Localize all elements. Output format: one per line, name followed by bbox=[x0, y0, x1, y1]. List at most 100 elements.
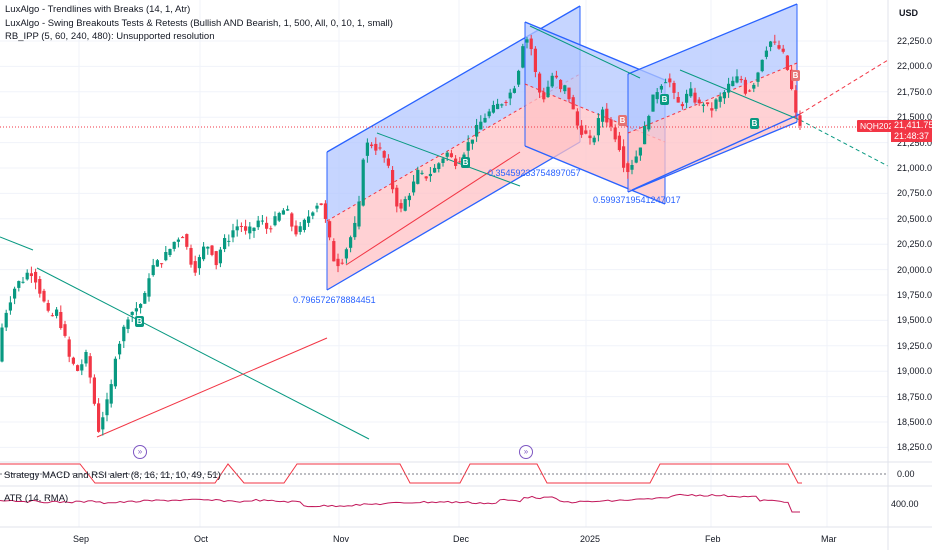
candle-body bbox=[214, 251, 218, 266]
legend-rb-ipp[interactable]: RB_IPP (5, 60, 240, 480): Unsupported re… bbox=[5, 31, 215, 42]
candle-body bbox=[391, 169, 395, 190]
candle-body bbox=[521, 46, 525, 68]
candle-body bbox=[59, 312, 63, 329]
price-tick-label: 19,750.00 bbox=[897, 290, 932, 300]
candle-body bbox=[218, 249, 222, 264]
candle-body bbox=[239, 225, 243, 228]
candle-body bbox=[386, 158, 390, 166]
candle-body bbox=[575, 111, 579, 126]
last-price-tag: 21,411.75 bbox=[891, 120, 932, 131]
candle-body bbox=[231, 230, 235, 238]
candle-body bbox=[336, 258, 340, 267]
candle-body bbox=[344, 249, 348, 259]
candle-body bbox=[731, 80, 735, 87]
candle-body bbox=[441, 158, 445, 163]
candle-body bbox=[546, 86, 550, 98]
candle-body bbox=[710, 108, 714, 111]
candle-body bbox=[588, 135, 592, 139]
atr-line bbox=[0, 493, 800, 513]
candle-body bbox=[80, 364, 84, 371]
legend-swing-breakouts[interactable]: LuxAlgo - Swing Breakouts Tests & Retest… bbox=[5, 18, 393, 29]
price-tick-label: 20,250.00 bbox=[897, 239, 932, 250]
candle-body bbox=[147, 278, 151, 297]
candle-body bbox=[302, 219, 306, 230]
candle-body bbox=[29, 273, 33, 277]
candle-body bbox=[668, 78, 672, 83]
candle-body bbox=[353, 222, 357, 238]
price-tick-label: 21,000.00 bbox=[897, 163, 932, 173]
candle-body bbox=[349, 237, 353, 248]
strategy-pane-label[interactable]: Strategy MACD and RSI alert (8, 16, 11, … bbox=[4, 470, 221, 481]
candle-body bbox=[559, 79, 563, 90]
trendline-teal bbox=[36, 267, 370, 440]
candle-body bbox=[626, 163, 630, 173]
candle-body bbox=[315, 205, 319, 209]
candle-body bbox=[407, 195, 411, 201]
bear-breakout-badge: B bbox=[618, 115, 627, 126]
candle-body bbox=[130, 311, 134, 315]
candle-body bbox=[630, 165, 634, 170]
candle-body bbox=[97, 403, 101, 432]
candle-body bbox=[252, 227, 256, 232]
candle-body bbox=[244, 226, 248, 231]
candle-body bbox=[601, 109, 605, 122]
candle-body bbox=[290, 213, 294, 227]
candle-body bbox=[67, 339, 71, 357]
candle-body bbox=[445, 152, 449, 157]
candle-body bbox=[458, 161, 462, 163]
time-tick-label: Feb bbox=[705, 534, 721, 544]
candle-body bbox=[584, 130, 588, 134]
candle-body bbox=[395, 187, 399, 207]
candle-body bbox=[21, 281, 25, 283]
candle-body bbox=[701, 104, 705, 106]
time-tick-label: Sep bbox=[73, 534, 90, 544]
candle-body bbox=[420, 172, 424, 174]
indicator-panes bbox=[0, 463, 888, 513]
candle-body bbox=[756, 72, 760, 82]
price-tick-label: 21,750.00 bbox=[897, 86, 932, 97]
candle-body bbox=[365, 142, 369, 156]
channel-label-1: 0.796572678884451 bbox=[293, 295, 376, 305]
candle-body bbox=[773, 41, 777, 43]
candle-body bbox=[84, 351, 88, 364]
candle-body bbox=[227, 240, 231, 242]
trendline-red bbox=[345, 151, 521, 266]
price-tick-label: 19,250.00 bbox=[897, 340, 932, 351]
candle-body bbox=[714, 99, 718, 109]
time-tick-label: Nov bbox=[333, 534, 350, 544]
candle-body bbox=[17, 281, 21, 288]
candle-body bbox=[357, 201, 361, 227]
candle-body bbox=[412, 181, 416, 193]
candle-body bbox=[651, 94, 655, 112]
bull-breakout-badge: B bbox=[750, 118, 759, 129]
price-tick-label: 22,000.00 bbox=[897, 61, 932, 72]
candle-body bbox=[273, 216, 277, 226]
candle-body bbox=[718, 96, 722, 102]
candle-body bbox=[689, 88, 693, 97]
trendline-teal bbox=[376, 132, 521, 187]
price-tick-label: 18,250.00 bbox=[897, 442, 932, 453]
candle-body bbox=[647, 116, 651, 130]
candle-body bbox=[38, 279, 42, 294]
legend-trendlines[interactable]: LuxAlgo - Trendlines with Breaks (14, 1,… bbox=[5, 4, 191, 15]
candle-body bbox=[286, 209, 290, 211]
candle-body bbox=[697, 99, 701, 104]
currency-label[interactable]: USD bbox=[899, 8, 919, 18]
candle-body bbox=[781, 48, 785, 52]
price-tick-label: 18,750.00 bbox=[897, 391, 932, 402]
candle-body bbox=[13, 288, 17, 299]
double-chevron-right-icon[interactable]: » bbox=[133, 445, 147, 459]
macd-axis-label: 0.00 bbox=[897, 469, 915, 479]
candle-body bbox=[496, 103, 500, 110]
double-chevron-right-icon[interactable]: » bbox=[519, 445, 533, 459]
candle-body bbox=[206, 246, 210, 249]
candle-body bbox=[34, 271, 38, 283]
candle-body bbox=[437, 163, 441, 169]
candle-body bbox=[727, 83, 731, 93]
candle-body bbox=[605, 108, 609, 123]
candle-body bbox=[193, 261, 197, 273]
candle-body bbox=[256, 220, 260, 228]
atr-pane-label[interactable]: ATR (14, RMA) bbox=[4, 493, 69, 504]
candle-body bbox=[151, 265, 155, 276]
